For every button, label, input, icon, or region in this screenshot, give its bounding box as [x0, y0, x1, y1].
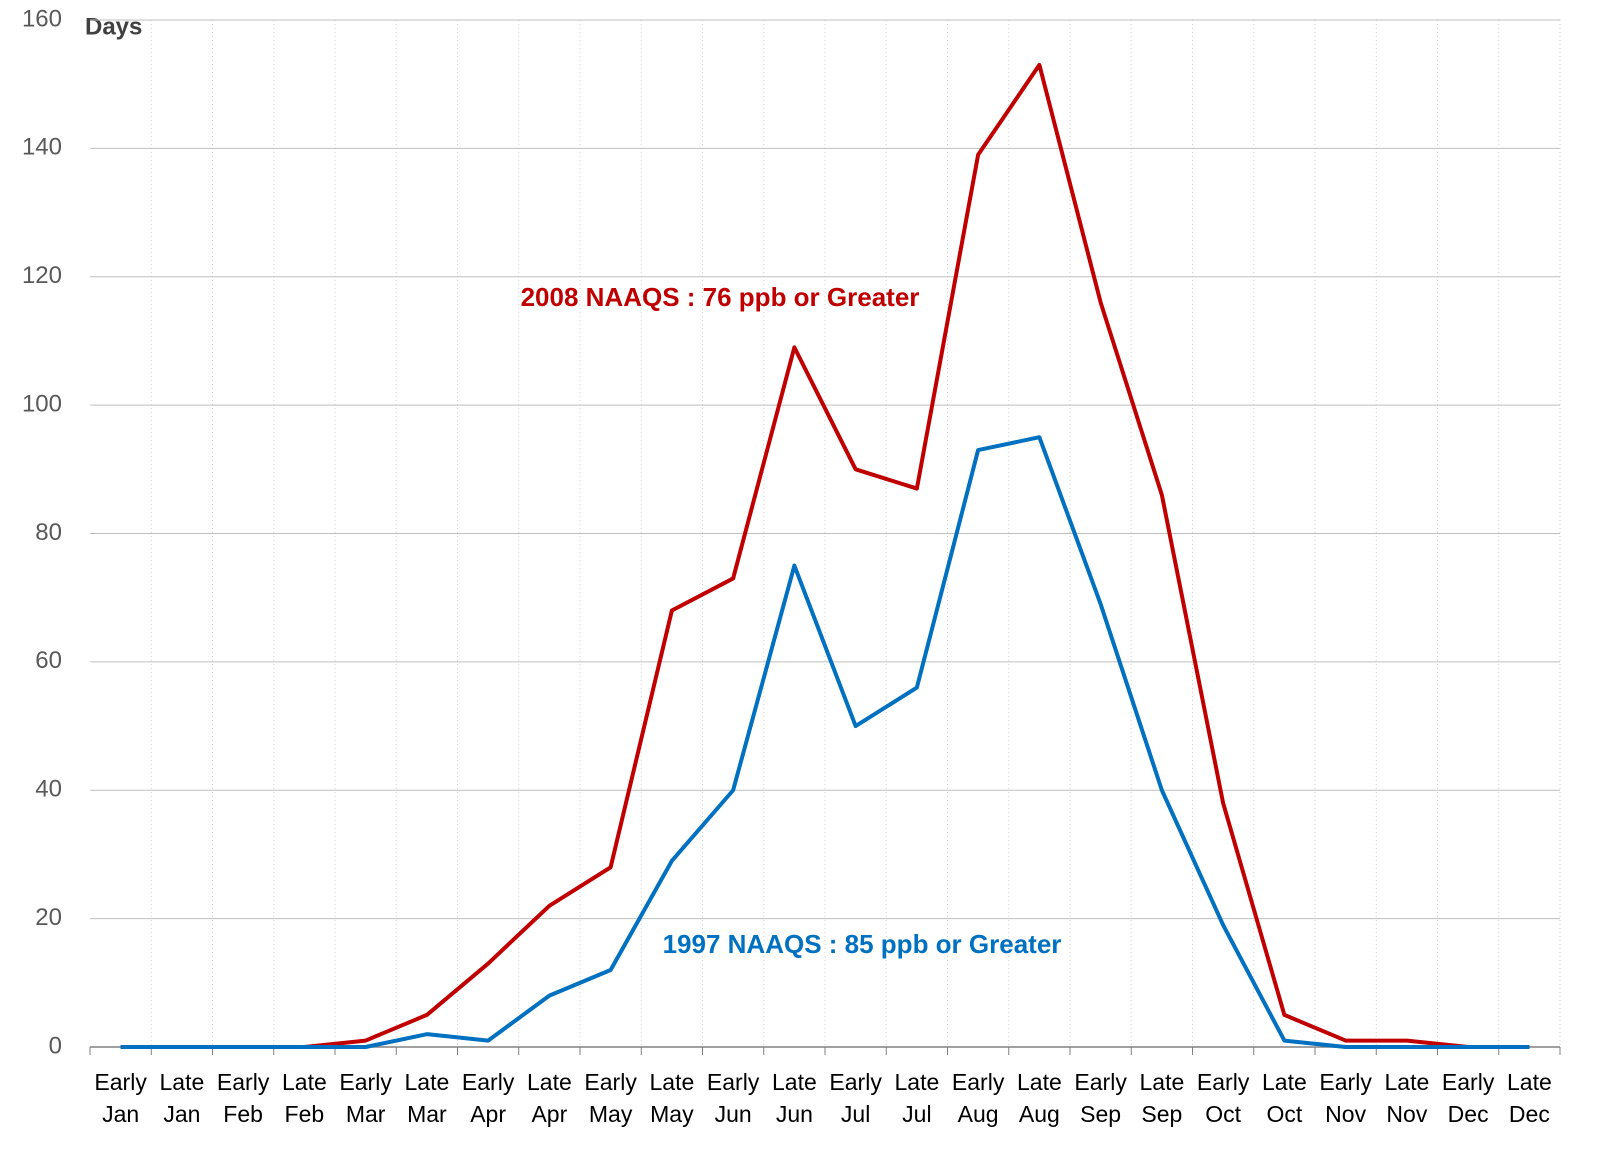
- x-tick-label: Late Sep: [1139, 1069, 1185, 1127]
- x-tick-label: Early Oct: [1196, 1069, 1250, 1127]
- x-tick-label: Late Oct: [1261, 1069, 1307, 1127]
- x-tick-label: Early Dec: [1441, 1069, 1495, 1127]
- x-tick-label: Early Jan: [94, 1069, 147, 1127]
- x-tick-label: Late Aug: [1016, 1069, 1062, 1127]
- y-tick-label: 0: [49, 1032, 62, 1059]
- x-tick-label: Early Sep: [1074, 1069, 1127, 1127]
- x-tick-label: Late Nov: [1384, 1069, 1430, 1127]
- y-tick-label: 60: [35, 647, 62, 674]
- x-tick-label: Late Jan: [159, 1069, 205, 1127]
- x-tick-label: Early May: [584, 1069, 637, 1127]
- y-tick-label: 100: [22, 390, 62, 417]
- x-tick-label: Early Mar: [339, 1069, 392, 1127]
- y-tick-label: 20: [35, 904, 62, 931]
- series-line: [120, 62, 1530, 1049]
- x-tick-label: Early Aug: [951, 1069, 1005, 1127]
- x-tick-label: Early Nov: [1319, 1069, 1372, 1127]
- y-tick-label: 140: [22, 134, 62, 161]
- y-axis-label: Days: [85, 13, 142, 40]
- x-tick-label: Early Feb: [216, 1069, 270, 1127]
- series-label: 1997 NAAQS : 85 ppb or Greater: [663, 929, 1062, 959]
- x-tick-label: Late Jun: [771, 1069, 817, 1127]
- x-tick-label: Late Jul: [894, 1069, 940, 1127]
- y-tick-label: 40: [35, 776, 62, 803]
- x-tick-label: Late May: [649, 1069, 695, 1127]
- y-tick-label: 120: [22, 262, 62, 289]
- x-tick-label: Late Dec: [1506, 1069, 1552, 1127]
- x-tick-label: Late Apr: [526, 1069, 572, 1127]
- x-tick-label: Early Apr: [461, 1069, 515, 1127]
- y-tick-label: 160: [22, 5, 62, 32]
- y-tick-label: 80: [35, 519, 62, 546]
- x-tick-label: Late Feb: [281, 1069, 327, 1127]
- series-line: [120, 435, 1530, 1049]
- x-tick-label: Late Mar: [404, 1069, 450, 1127]
- series-label: 2008 NAAQS : 76 ppb or Greater: [521, 282, 920, 312]
- x-tick-label: Early Jul: [829, 1069, 882, 1127]
- x-tick-label: Early Jun: [706, 1069, 760, 1127]
